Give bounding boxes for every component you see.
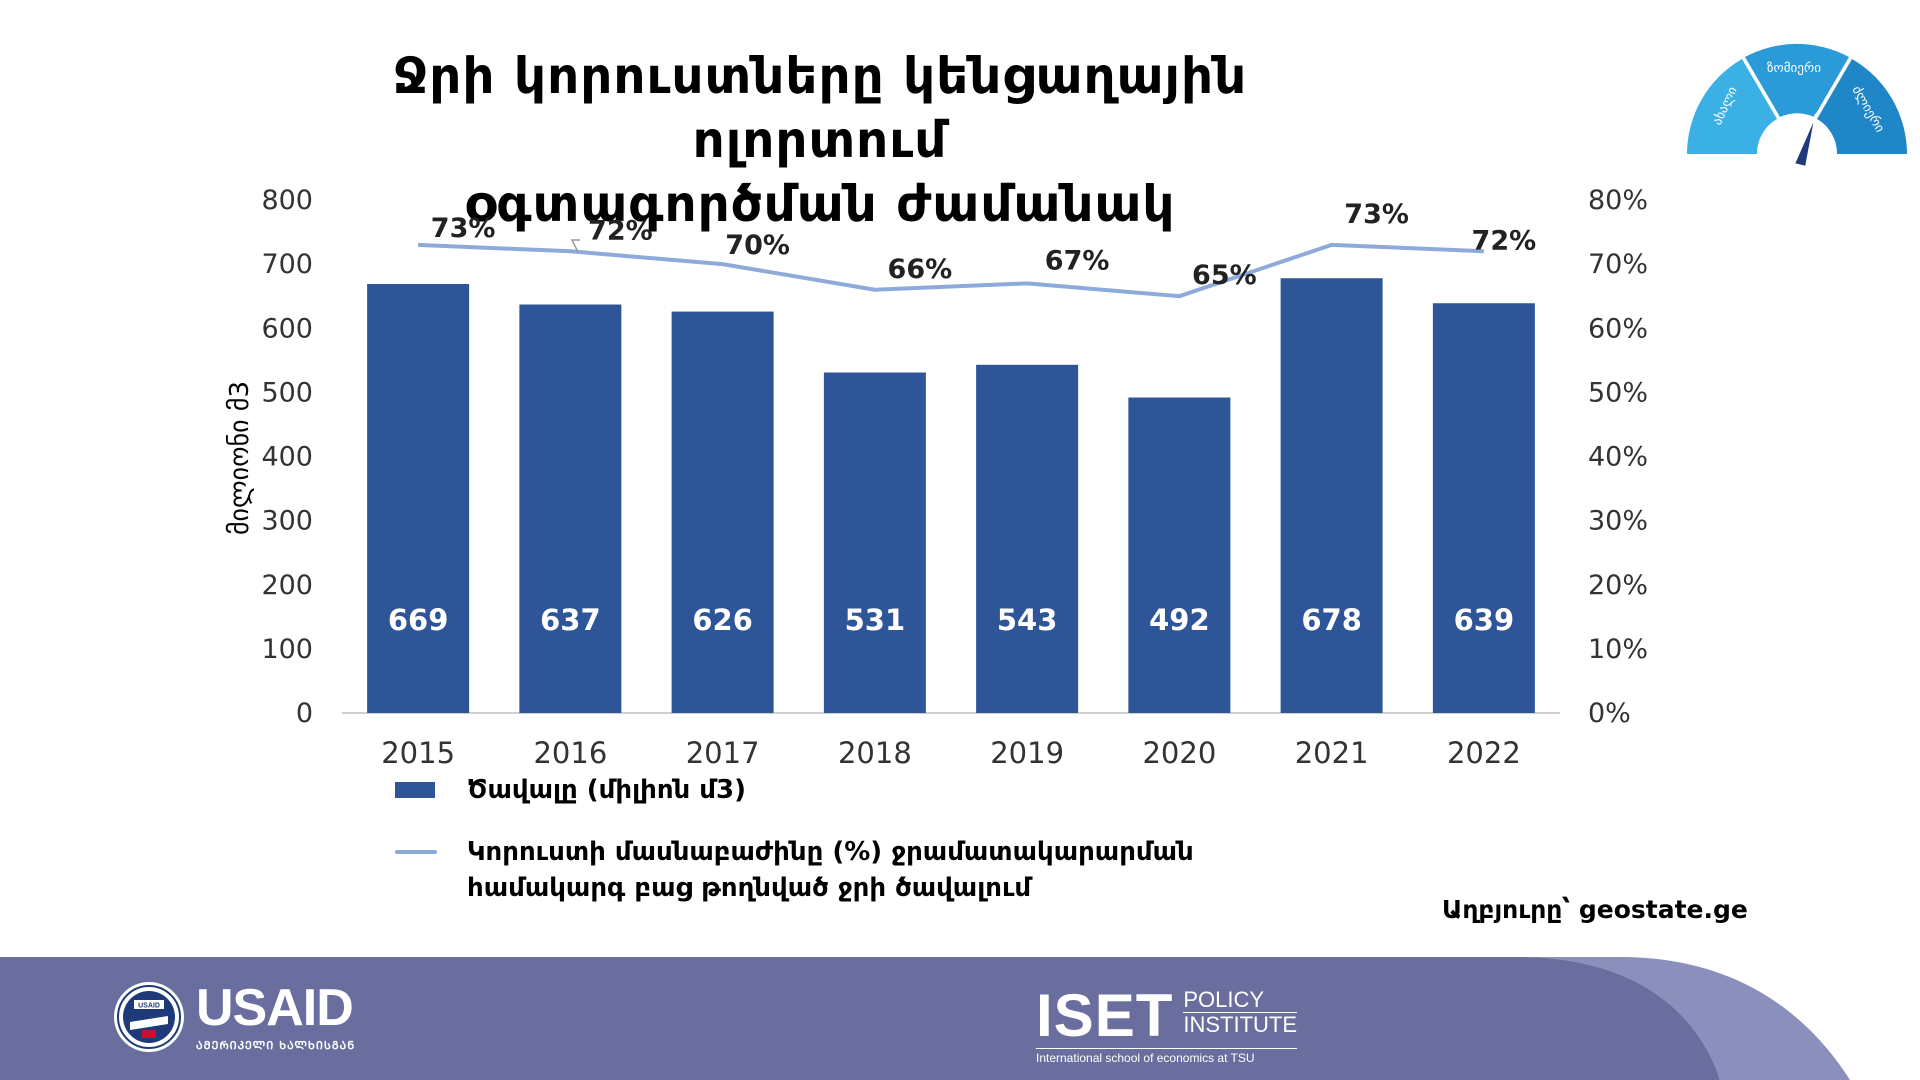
bar-2022 [1432,303,1535,713]
line-data-labels: 73% 72% 70% 66% 67% 65% 73% 72% [431,199,1536,291]
legend-label-line-2: համակարգ բաց թողնված ջրի ծավալում [467,873,1032,903]
bar-2015 [367,284,470,713]
y-tick-label: 0 [296,698,313,729]
x-axis: 2015 2016 2017 2018 2019 2020 2021 2022 [381,736,1521,770]
bar-2016 [519,304,622,713]
bar-2020 [1128,397,1231,713]
legend-item-bars: Ծավալը (միլիոն մ3) [395,772,1347,808]
iset-logo: ISET POLICY INSTITUTE International scho… [1036,982,1298,1065]
y-tick-label: 400 [261,442,313,473]
gauge-logo-icon: ახალი ზომიერი ძლიერი [1687,43,1907,169]
y-tick-label: 200 [261,570,313,601]
bar-value-label: 492 [1149,603,1210,637]
y2-tick-label: 10% [1588,634,1648,665]
x-tick-label: 2016 [533,736,607,770]
usaid-seal-icon: USAID [114,982,184,1052]
bar-2017 [671,311,774,713]
bar-series: 669 637 626 531 543 492 678 639 [367,278,1535,713]
source-note: Աղբյուրը՝ geostate.ge [1442,895,1748,924]
iset-line-1: POLICY [1183,987,1265,1012]
x-tick-label: 2015 [381,736,455,770]
usaid-logo: USAID USAID ᲐᲛᲔᲠᲘᲙᲔᲚᲘ ᲮᲐᲚᲮᲘᲡᲒᲐᲜ [112,980,355,1054]
y2-tick-label: 30% [1588,506,1648,537]
iset-subtitle: International school of economics at TSU [1036,1048,1298,1065]
leader-line [570,239,580,253]
x-tick-label: 2018 [838,736,912,770]
y2-tick-label: 40% [1588,442,1648,473]
bar-2018 [823,372,926,713]
x-tick-label: 2021 [1295,736,1369,770]
y2-tick-label: 80% [1588,185,1648,216]
line-value-label: 72% [1472,225,1537,256]
legend-swatch-line [395,850,437,854]
legend-swatch-bar [395,782,435,798]
y-tick-label: 800 [261,185,313,216]
y-tick-label: 600 [261,313,313,344]
footer-band [0,957,1920,1080]
bar-value-label: 639 [1454,603,1515,637]
x-tick-label: 2020 [1142,736,1216,770]
loss-share-line [418,242,1484,299]
bar-value-label: 669 [388,603,449,637]
usaid-seal-text: USAID [138,1003,160,1010]
y-axis-left: 0 100 200 300 400 500 600 700 800 [261,185,313,729]
title-line-2: օգտագործման ժամանակ [464,175,1176,233]
iset-name: ISET [1036,982,1174,1049]
y-axis-right: 0% 10% 20% 30% 40% 50% 60% 70% 80% [1588,185,1648,729]
bar-value-label: 531 [845,603,906,637]
y2-tick-label: 20% [1588,570,1648,601]
y-axis-title: მილიონი მ3 [225,381,255,535]
gauge-segment-top [1745,43,1849,117]
y-tick-label: 500 [261,377,313,408]
usaid-subtitle: ᲐᲛᲔᲠᲘᲙᲔᲚᲘ ᲮᲐᲚᲮᲘᲡᲒᲐᲜ [196,1038,356,1052]
x-tick-label: 2017 [686,736,760,770]
iset-line-2: INSTITUTE [1183,1012,1298,1037]
line-value-label: 67% [1045,245,1110,276]
x-tick-label: 2022 [1447,736,1521,770]
legend-label-bars: Ծավալը (միլիոն մ3) [467,775,746,805]
title-line-1: Ջրի կորուստները կենցաղային ոլորտում [392,47,1248,169]
gauge-label-top: ზომიერი [1767,61,1821,76]
usaid-name: USAID [196,978,354,1037]
gauge-segment-right [1817,59,1907,154]
line-value-label: 72% [588,215,653,246]
bar-value-label: 543 [997,603,1058,637]
combo-chart: 0 100 200 300 400 500 600 700 800 0% 10% 20% 30% 40%… [225,185,1648,770]
legend-label-line-1: Կորուստի մասնաբաժինը (%) ջրամատակարարման [467,837,1194,867]
bar-value-label: 678 [1301,603,1362,637]
bar-value-label: 637 [540,603,601,637]
bar-2021 [1280,278,1383,713]
line-value-label: 65% [1192,260,1257,291]
x-tick-label: 2019 [990,736,1064,770]
y2-tick-label: 50% [1588,377,1648,408]
legend-label-line: Կորուստի մասնաբաժինը (%) ջրամատակարարման… [467,834,1347,906]
line-value-label: 66% [888,254,953,285]
y-tick-label: 100 [261,634,313,665]
gauge-needle-icon [1792,113,1817,169]
chart-title: Ջրի կորուստները կենցաղային ոլորտում օգտա… [300,44,1340,236]
y2-tick-label: 70% [1588,249,1648,280]
gauge-segment-left [1687,59,1777,154]
line-value-label: 70% [725,230,790,261]
bar-value-label: 626 [692,603,753,637]
legend-item-line: Կորուստի մասնաբաժինը (%) ջրամատակարարման… [395,834,1347,906]
chart-legend: Ծավալը (միլիոն մ3) Կորուստի մասնաբաժինը … [395,772,1347,932]
y-tick-label: 300 [261,506,313,537]
line-value-label: 73% [431,213,496,244]
y-tick-label: 700 [261,249,313,280]
y2-tick-label: 60% [1588,313,1648,344]
y2-tick-label: 0% [1588,698,1631,729]
line-value-label: 73% [1344,199,1409,230]
bar-2019 [976,364,1079,713]
